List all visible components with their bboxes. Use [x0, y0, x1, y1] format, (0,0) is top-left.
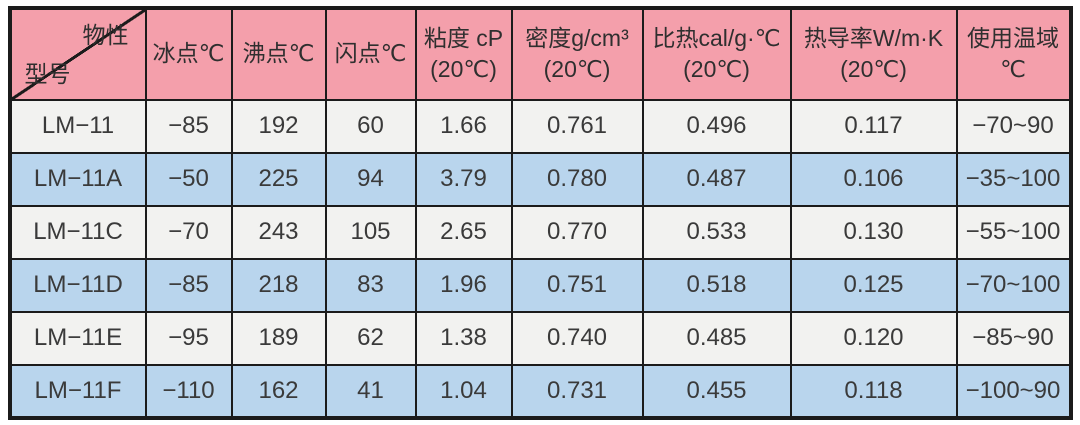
value-cell: 105 [324, 204, 417, 260]
header-sublabel: (20℃) [430, 56, 497, 82]
value-cell: −70~100 [955, 257, 1072, 313]
column-header-density: 密度g/cm³ (20℃) [510, 6, 644, 101]
header-row: 物性 型号 冰点℃ 沸点℃ 闪点℃ 粘度 cP (20℃) 密度g/cm³ [8, 6, 1072, 101]
column-header-flash-point: 闪点℃ [324, 6, 417, 101]
table-body: LM−11 −85 192 60 1.66 0.761 0.496 0.117 … [8, 98, 1072, 419]
value-cell: −55~100 [955, 204, 1072, 260]
value-cell: −110 [144, 363, 233, 419]
column-header-freezing-point: 冰点℃ [144, 6, 233, 101]
value-cell: −35~100 [955, 151, 1072, 207]
value-cell: 1.96 [414, 257, 513, 313]
value-cell: 0.118 [789, 363, 958, 419]
value-cell: 0.761 [510, 98, 644, 154]
value-cell: −95 [144, 310, 233, 366]
table-row-lm11e: LM−11E −95 189 62 1.38 0.740 0.485 0.120… [8, 310, 1072, 366]
value-cell: 62 [324, 310, 417, 366]
value-cell: −100~90 [955, 363, 1072, 419]
model-cell: LM−11D [8, 257, 147, 313]
value-cell: 0.751 [510, 257, 644, 313]
header-label: 比热cal/g·℃ [652, 24, 781, 51]
value-cell: −70 [144, 204, 233, 260]
header-sublabel: (20℃) [840, 56, 907, 82]
value-cell: 60 [324, 98, 417, 154]
value-cell: 0.770 [510, 204, 644, 260]
corner-property-label: 物性 [82, 21, 129, 48]
value-cell: 0.120 [789, 310, 958, 366]
value-cell: 1.66 [414, 98, 513, 154]
header-label: 沸点℃ [242, 40, 315, 67]
value-cell: 0.731 [510, 363, 644, 419]
value-cell: −70~90 [955, 98, 1072, 154]
header-label: 冰点℃ [152, 40, 225, 67]
column-header-viscosity: 粘度 cP (20℃) [414, 6, 513, 101]
value-cell: 243 [230, 204, 327, 260]
value-cell: 225 [230, 151, 327, 207]
table-row-lm11: LM−11 −85 192 60 1.66 0.761 0.496 0.117 … [8, 98, 1072, 154]
column-header-boiling-point: 沸点℃ [230, 6, 327, 101]
table-row-lm11d: LM−11D −85 218 83 1.96 0.751 0.518 0.125… [8, 257, 1072, 313]
table-row-lm11c: LM−11C −70 243 105 2.65 0.770 0.533 0.13… [8, 204, 1072, 260]
value-cell: 0.740 [510, 310, 644, 366]
value-cell: −85 [144, 98, 233, 154]
value-cell: 0.130 [789, 204, 958, 260]
header-sublabel: (20℃) [683, 56, 750, 82]
value-cell: −85 [144, 257, 233, 313]
column-header-thermal-conductivity: 热导率W/m·K (20℃) [789, 6, 958, 101]
value-cell: 94 [324, 151, 417, 207]
model-cell: LM−11F [8, 363, 147, 419]
value-cell: 83 [324, 257, 417, 313]
model-cell: LM−11A [8, 151, 147, 207]
value-cell: 192 [230, 98, 327, 154]
value-cell: 1.04 [414, 363, 513, 419]
header-label: 热导率W/m·K [803, 24, 944, 51]
header-label: 闪点℃ [334, 40, 407, 67]
value-cell: 0.455 [641, 363, 792, 419]
header-label: 使用温域 [967, 24, 1059, 51]
model-cell: LM−11E [8, 310, 147, 366]
header-sublabel: (20℃) [543, 56, 611, 82]
header-label: 粘度 cP [423, 24, 504, 51]
header-label: 密度g/cm³ [525, 24, 629, 51]
fluid-properties-table: 物性 型号 冰点℃ 沸点℃ 闪点℃ 粘度 cP (20℃) 密度g/cm³ [7, 5, 1073, 420]
value-cell: 41 [324, 363, 417, 419]
value-cell: 0.485 [641, 310, 792, 366]
model-cell: LM−11C [8, 204, 147, 260]
value-cell: −85~90 [955, 310, 1072, 366]
value-cell: 0.106 [789, 151, 958, 207]
value-cell: 0.125 [789, 257, 958, 313]
model-cell: LM−11 [8, 98, 147, 154]
value-cell: 0.487 [641, 151, 792, 207]
value-cell: 162 [230, 363, 327, 419]
value-cell: 3.79 [414, 151, 513, 207]
corner-header-cell: 物性 型号 [8, 6, 147, 101]
value-cell: 0.117 [789, 98, 958, 154]
value-cell: 218 [230, 257, 327, 313]
value-cell: 2.65 [414, 204, 513, 260]
value-cell: 0.533 [641, 204, 792, 260]
value-cell: 0.780 [510, 151, 644, 207]
corner-model-label: 型号 [24, 61, 71, 88]
value-cell: 0.518 [641, 257, 792, 313]
value-cell: 1.38 [414, 310, 513, 366]
table-row-lm11f: LM−11F −110 162 41 1.04 0.731 0.455 0.11… [8, 363, 1072, 419]
header-sublabel: ℃ [1000, 56, 1026, 82]
table-header: 物性 型号 冰点℃ 沸点℃ 闪点℃ 粘度 cP (20℃) 密度g/cm³ [8, 6, 1072, 101]
value-cell: 189 [230, 310, 327, 366]
table-row-lm11a: LM−11A −50 225 94 3.79 0.780 0.487 0.106… [8, 151, 1072, 207]
column-header-operating-range: 使用温域 ℃ [955, 6, 1072, 101]
value-cell: −50 [144, 151, 233, 207]
column-header-specific-heat: 比热cal/g·℃ (20℃) [641, 6, 792, 101]
value-cell: 0.496 [641, 98, 792, 154]
